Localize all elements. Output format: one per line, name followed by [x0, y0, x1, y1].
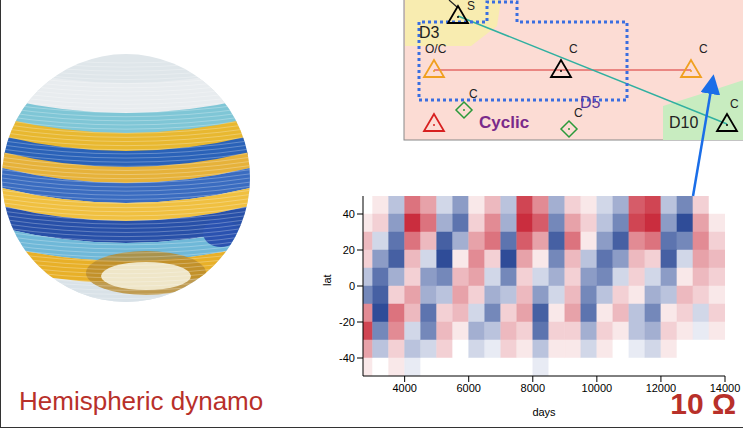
- svg-text:6000: 6000: [456, 382, 480, 394]
- svg-text:10 Ω: 10 Ω: [670, 387, 736, 420]
- svg-text:O/C: O/C: [425, 42, 447, 56]
- svg-text:20: 20: [343, 244, 355, 256]
- svg-text:S: S: [467, 0, 475, 13]
- svg-text:-20: -20: [339, 316, 355, 328]
- svg-text:D5: D5: [580, 94, 601, 111]
- svg-text:0: 0: [349, 280, 355, 292]
- svg-text:lat: lat: [321, 274, 333, 286]
- svg-text:D3: D3: [419, 24, 440, 41]
- svg-text:Hemispheric dynamo: Hemispheric dynamo: [19, 386, 263, 416]
- svg-text:C: C: [574, 106, 583, 120]
- svg-text:days: days: [532, 406, 556, 418]
- svg-text:10000: 10000: [582, 382, 613, 394]
- svg-text:C: C: [730, 97, 739, 111]
- svg-text:14000: 14000: [710, 382, 741, 394]
- svg-text:12000: 12000: [646, 382, 677, 394]
- svg-text:4000: 4000: [392, 382, 416, 394]
- svg-text:-40: -40: [339, 352, 355, 364]
- svg-text:C: C: [569, 42, 578, 56]
- svg-text:40: 40: [343, 208, 355, 220]
- svg-text:8000: 8000: [521, 382, 545, 394]
- svg-text:C: C: [699, 42, 708, 56]
- svg-text:D10: D10: [669, 114, 698, 131]
- svg-text:Cyclic: Cyclic: [479, 113, 529, 132]
- svg-text:C: C: [469, 87, 478, 101]
